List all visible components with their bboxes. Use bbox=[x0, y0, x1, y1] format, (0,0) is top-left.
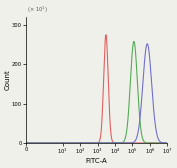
Text: ($\times$ 10$^1$): ($\times$ 10$^1$) bbox=[27, 4, 48, 15]
Y-axis label: Count: Count bbox=[4, 70, 10, 90]
X-axis label: FITC-A: FITC-A bbox=[86, 158, 107, 164]
